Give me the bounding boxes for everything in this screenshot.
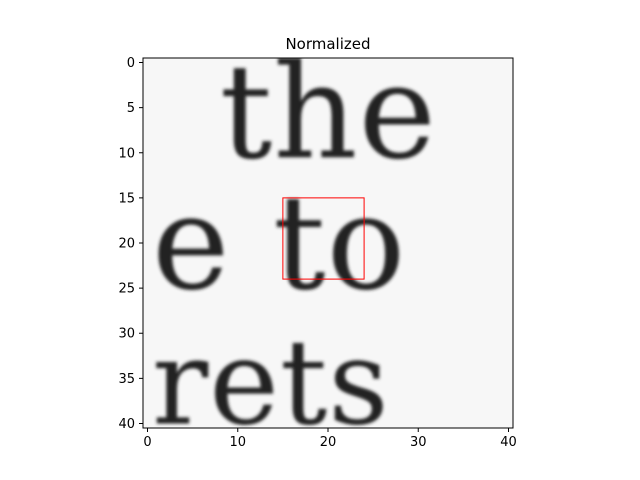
y-tick-label: 30 <box>118 327 135 342</box>
y-tick-label: 5 <box>127 101 135 116</box>
y-tick-label: 20 <box>118 237 135 252</box>
y-tick-label: 0 <box>127 56 135 71</box>
x-tick-label: 20 <box>320 435 337 450</box>
y-tick-label: 40 <box>118 417 135 432</box>
y-tick-label: 15 <box>118 191 135 206</box>
image-background <box>143 58 513 428</box>
image-text-row-3: rets <box>152 314 390 451</box>
x-axis: 0 10 20 30 40 <box>143 428 517 450</box>
y-tick-label: 10 <box>118 146 135 161</box>
y-tick-label: 25 <box>118 282 135 297</box>
x-tick-label: 40 <box>500 435 517 450</box>
highlight-box-layer <box>282 197 365 280</box>
x-tick-label: 10 <box>229 435 246 450</box>
y-tick-label: 35 <box>118 372 135 387</box>
y-axis: 0 5 10 15 20 25 30 35 40 <box>118 56 143 432</box>
highlight-box <box>282 197 365 280</box>
chart-title: Normalized <box>285 35 370 53</box>
image-text-row-2: e to <box>152 167 406 319</box>
x-tick-label: 30 <box>410 435 427 450</box>
image-text-row-1: the <box>220 36 437 188</box>
x-tick-label: 0 <box>143 435 151 450</box>
